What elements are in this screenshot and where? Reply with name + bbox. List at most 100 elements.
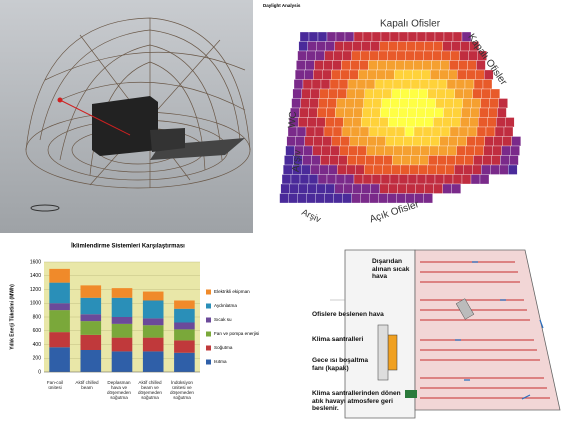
heat-cell <box>307 118 316 128</box>
heat-cell <box>347 89 356 99</box>
heat-cell <box>488 108 497 118</box>
heat-cell <box>362 184 371 194</box>
heat-cell <box>335 108 344 118</box>
heat-cell <box>300 32 309 42</box>
room-label: Arşiv <box>291 149 304 172</box>
heat-cell <box>353 42 362 52</box>
heat-cell <box>335 42 344 52</box>
heat-cell <box>336 32 345 42</box>
heat-cell <box>467 61 476 71</box>
heat-cell <box>398 42 407 52</box>
heat-cell <box>361 51 370 61</box>
bar-segment <box>143 325 164 337</box>
heat-cell <box>363 175 372 185</box>
heat-cell <box>328 165 337 175</box>
heat-cell <box>331 70 340 80</box>
heat-cell <box>339 80 348 90</box>
heat-cell <box>377 137 386 147</box>
heat-cell <box>376 70 385 80</box>
heat-cell <box>379 118 388 128</box>
heat-cell <box>338 156 347 166</box>
heat-cell <box>463 165 472 175</box>
heat-cell <box>482 89 491 99</box>
heat-cell <box>414 127 423 137</box>
heat-cell <box>304 70 313 80</box>
bar-segment <box>143 318 164 325</box>
heat-cell <box>425 108 434 118</box>
heat-cell <box>454 165 463 175</box>
heat-cell <box>334 194 343 204</box>
heat-cell <box>363 32 372 42</box>
heat-cell <box>343 51 352 61</box>
y-tick-label: 200 <box>33 356 42 362</box>
heat-cell <box>317 42 326 52</box>
heat-cell <box>421 70 430 80</box>
heat-cell <box>317 184 326 194</box>
heat-cell <box>381 32 390 42</box>
heat-cell <box>373 99 382 109</box>
heat-cell <box>444 175 453 185</box>
heat-cell <box>457 70 466 80</box>
heat-cell <box>472 165 481 175</box>
heat-cell <box>400 165 409 175</box>
bar-segment <box>81 298 102 315</box>
heat-cell <box>335 184 344 194</box>
heat-cell <box>329 156 338 166</box>
diagram-label: Dışarıdan alınan sıcak hava <box>372 258 420 281</box>
heat-cell <box>293 89 302 99</box>
heat-cell <box>491 89 500 99</box>
heat-cell <box>389 42 398 52</box>
heat-cell <box>382 99 391 109</box>
heat-cell <box>499 165 508 175</box>
heat-cell <box>334 51 343 61</box>
heat-cell <box>301 165 310 175</box>
diagram-label: Klima santralleri <box>312 336 382 344</box>
heat-cell <box>433 51 442 61</box>
bar-segment <box>174 340 195 352</box>
bar-segment <box>174 309 195 323</box>
heat-cell <box>423 127 432 137</box>
heat-cell <box>308 42 317 52</box>
heat-cell <box>385 146 394 156</box>
heat-cell <box>430 146 439 156</box>
heat-cell <box>390 32 399 42</box>
heat-cell <box>325 194 334 204</box>
heat-cell <box>380 42 389 52</box>
heat-cell <box>416 184 425 194</box>
heat-cell <box>449 61 458 71</box>
x-tick-label: İndüksiyon ünitesi ve döşemeden soğutma <box>167 380 197 400</box>
heat-cell <box>444 32 453 42</box>
heat-cell <box>300 175 309 185</box>
heat-cell <box>439 146 448 156</box>
heat-cell <box>305 61 314 71</box>
heat-cell <box>315 127 324 137</box>
heat-cell <box>289 194 298 204</box>
heat-cell <box>350 61 359 71</box>
heat-cell <box>313 146 322 156</box>
heat-cell <box>439 70 448 80</box>
heat-cell <box>490 165 499 175</box>
heat-cell <box>460 51 469 61</box>
diagram-label: Gece ısı boşaltma fanı (kapak) <box>312 357 374 372</box>
heat-cell <box>299 108 308 118</box>
diagram-label: Ofislere beslenen hava <box>312 311 392 319</box>
heat-cell <box>316 194 325 204</box>
heat-cell <box>349 70 358 80</box>
bar-segment <box>143 351 164 372</box>
heat-cell <box>368 61 377 71</box>
heat-cell <box>317 108 326 118</box>
heat-cell <box>494 137 503 147</box>
heat-cell <box>374 89 383 99</box>
heat-cell <box>352 194 361 204</box>
heat-cell <box>344 42 353 52</box>
heat-cell <box>354 175 363 185</box>
heat-cell <box>481 165 490 175</box>
heat-cell <box>340 70 349 80</box>
bar-segment <box>112 338 133 352</box>
heat-cell <box>397 51 406 61</box>
heat-cell <box>303 80 312 90</box>
heat-cell <box>379 51 388 61</box>
heat-cell <box>427 99 436 109</box>
heat-cell <box>455 89 464 99</box>
bar-segment <box>49 303 70 310</box>
